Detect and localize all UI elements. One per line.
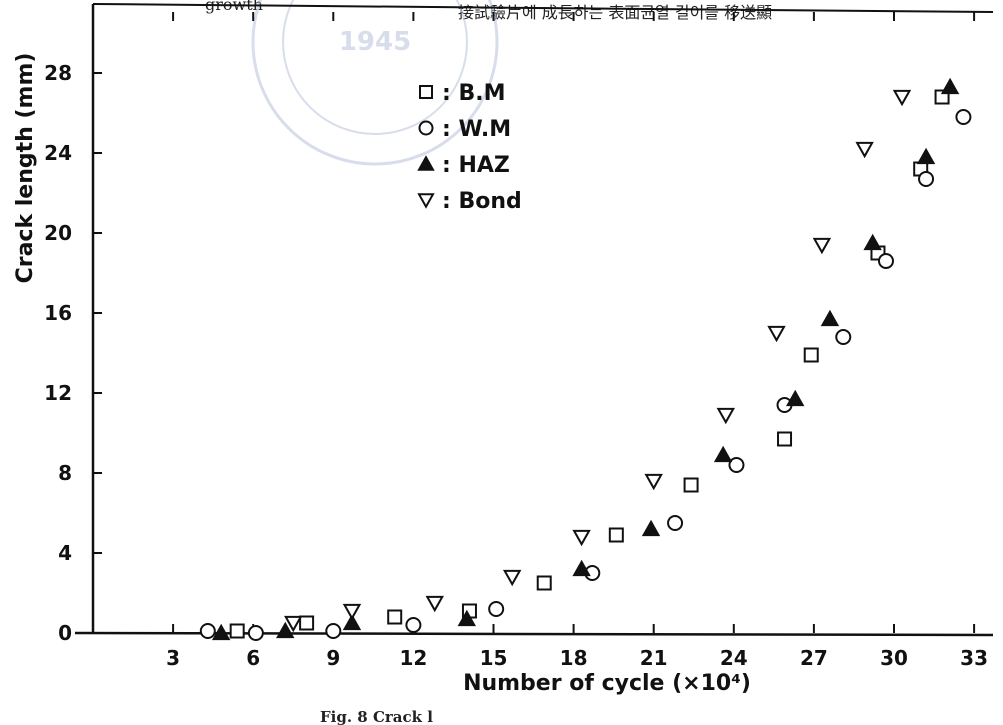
point-bond-8 (812, 237, 832, 255)
point-bond-3 (502, 569, 522, 587)
x-tick-label-30: 30 (880, 646, 908, 670)
point-haz-1 (276, 621, 295, 639)
y-tick-label-16: 16 (44, 301, 72, 325)
point-w-m-4 (488, 601, 505, 617)
legend-label-w-m: : W.M (442, 117, 511, 142)
legend-marker-bond (417, 193, 435, 209)
legend-label-haz: : HAZ (442, 153, 510, 178)
tick-labels: 3 6 9 12 15 18 21 24 27 30 33 0 4 8 12 16 20 24 28 (44, 61, 988, 670)
point-b-m-7 (777, 431, 793, 447)
point-b-m-4 (536, 575, 552, 591)
x-tick-label-21: 21 (640, 646, 668, 670)
legend-label-b-m: : B.M (442, 81, 505, 106)
header-right-text: 接試驗片에 成長하는 表面균열 길이를 移送顯 (458, 3, 772, 22)
point-b-m-2 (387, 609, 403, 625)
point-bond-0 (284, 615, 303, 633)
x-tick-label-33: 33 (960, 646, 988, 670)
point-haz-11 (940, 77, 960, 95)
watermark-inner-ring (282, 0, 468, 135)
point-w-m-12 (955, 109, 972, 125)
x-tick-label-6: 6 (246, 646, 260, 670)
point-bond-1 (342, 603, 362, 621)
point-bond-4 (572, 529, 591, 547)
y-tick-label-4: 4 (58, 541, 72, 565)
point-haz-4 (572, 559, 591, 577)
y-tick-label-28: 28 (44, 61, 72, 85)
point-haz-0 (211, 623, 231, 641)
x-tick-label-18: 18 (560, 646, 588, 670)
y-tick-label-0: 0 (58, 621, 72, 645)
data-markers (199, 77, 972, 641)
point-bond-2 (425, 595, 444, 613)
x-tick-label-3: 3 (166, 646, 180, 670)
point-haz-7 (786, 389, 805, 407)
x-axis-line (74, 631, 994, 637)
x-tick-label-27: 27 (800, 646, 828, 670)
header-left-text: growth (205, 0, 263, 14)
point-haz-2 (342, 613, 362, 631)
point-b-m-1 (299, 615, 315, 631)
point-haz-8 (820, 309, 840, 327)
legend-marker-b-m (419, 85, 433, 99)
point-w-m-2 (325, 623, 342, 639)
y-tick-label-8: 8 (58, 461, 72, 485)
plot-top-border (92, 3, 994, 13)
point-haz-6 (713, 445, 733, 463)
watermark-year: 1945 (339, 27, 411, 57)
legend-label-bond: : Bond (442, 189, 522, 214)
point-w-m-1 (247, 625, 264, 641)
point-b-m-5 (608, 527, 624, 543)
point-w-m-9 (835, 329, 852, 345)
point-w-m-7 (728, 457, 745, 473)
series-haz (211, 77, 960, 641)
point-w-m-11 (918, 171, 935, 187)
point-haz-10 (916, 147, 936, 165)
y-tick-label-20: 20 (44, 221, 72, 245)
watermark-seal: 1945 (251, 0, 499, 166)
point-w-m-3 (405, 617, 422, 633)
y-tick-label-24: 24 (44, 141, 72, 165)
point-w-m-0 (199, 623, 216, 639)
point-w-m-10 (877, 253, 894, 269)
point-b-m-6 (683, 477, 699, 493)
point-b-m-0 (229, 623, 245, 639)
point-haz-5 (641, 519, 661, 537)
point-bond-9 (855, 141, 874, 159)
point-haz-9 (863, 233, 882, 251)
x-tick-label-12: 12 (399, 646, 427, 670)
point-b-m-8 (803, 347, 819, 363)
watermark-ring (251, 0, 499, 166)
point-haz-3 (457, 609, 477, 627)
legend-marker-haz (417, 155, 435, 171)
point-bond-10 (892, 89, 912, 107)
legend: : B.M : W.M : HAZ : Bond (417, 81, 522, 214)
y-tick-label-12: 12 (44, 381, 72, 405)
point-bond-5 (644, 473, 663, 491)
x-tick-label-15: 15 (480, 646, 508, 670)
point-bond-6 (716, 407, 735, 425)
y-axis-title: Crack length (mm) (13, 53, 38, 284)
series-w-m (199, 109, 972, 641)
figure-caption: Fig. 8 Crack l (320, 708, 433, 725)
x-tick-label-9: 9 (326, 646, 340, 670)
legend-marker-w-m (418, 120, 434, 136)
point-w-m-6 (667, 515, 684, 531)
series-b-m (229, 89, 950, 639)
series-bond (284, 89, 912, 633)
x-tick-label-24: 24 (720, 646, 748, 670)
x-axis-title: Number of cycle (×10⁴) (463, 671, 751, 696)
axis-ticks (93, 12, 976, 633)
point-bond-7 (767, 325, 786, 343)
